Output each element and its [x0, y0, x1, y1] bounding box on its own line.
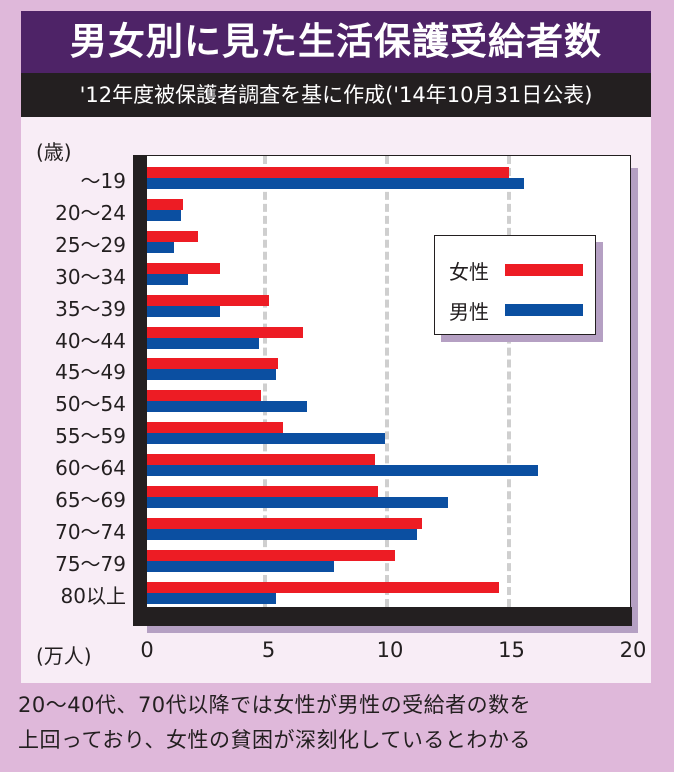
x-axis-unit: (万人)	[36, 644, 92, 668]
chart-subtitle: '12年度被保護者調査を基に作成('14年10月31日公表)	[21, 73, 651, 117]
bar-group	[147, 326, 630, 351]
plot-shadow-right	[631, 168, 638, 633]
bar-group	[147, 230, 630, 255]
y-axis-label: 80以上	[60, 583, 126, 608]
bar-group	[147, 390, 630, 414]
bar-male	[147, 273, 189, 285]
bar-male	[147, 560, 335, 572]
bar-female	[147, 294, 269, 306]
bar-male	[147, 337, 259, 349]
y-axis-label: 75〜79	[55, 551, 126, 576]
bar-male	[147, 209, 182, 221]
x-axis-tick: 20	[619, 638, 647, 662]
bar-female	[147, 326, 303, 338]
y-axis-label: 45〜49	[55, 360, 126, 385]
bar-male	[147, 241, 174, 253]
bar-male	[147, 433, 386, 445]
bar-group	[147, 549, 630, 574]
x-axis-tick: 0	[140, 638, 154, 662]
bar-male	[147, 369, 276, 381]
y-axis-label: 20〜24	[55, 200, 126, 225]
bar-female	[147, 390, 262, 402]
gridline-5	[263, 156, 267, 607]
x-axis-frame	[133, 607, 632, 626]
bar-group	[147, 454, 630, 478]
bar-group	[147, 517, 630, 542]
y-axis-label: 25〜29	[55, 232, 126, 257]
bar-female	[147, 581, 500, 593]
y-axis-label: 55〜59	[55, 424, 126, 449]
bar-female	[147, 454, 376, 466]
y-axis-label: 〜19	[80, 169, 126, 193]
y-axis-label: 50〜54	[55, 392, 126, 417]
caption-line-1: 20〜40代、70代以降では女性が男性の受給者の数を	[18, 693, 532, 717]
bar-group	[147, 486, 630, 510]
bar-female	[147, 167, 510, 178]
bar-group	[147, 294, 630, 319]
legend-female-label: 女性	[449, 260, 489, 284]
x-axis-tick: 10	[376, 638, 404, 662]
bar-group	[147, 581, 630, 606]
gridline-10	[385, 156, 389, 607]
bar-male	[147, 465, 539, 477]
plot-area	[147, 155, 631, 607]
bar-male	[147, 592, 276, 604]
caption-line-2: 上回っており、女性の貧困が深刻化しているとわかる	[18, 728, 531, 752]
legend-female-swatch	[505, 264, 583, 276]
bar-group	[147, 422, 630, 446]
y-axis-frame	[133, 155, 147, 626]
x-axis-tick: 5	[261, 638, 276, 662]
caption: 20〜40代、70代以降では女性が男性の受給者の数を 上回っており、女性の貧困が…	[18, 688, 658, 758]
bar-female	[147, 549, 395, 561]
bar-male	[147, 528, 417, 540]
gridline-15	[507, 156, 511, 607]
legend: 女性 男性	[434, 235, 596, 335]
bar-male	[147, 178, 524, 189]
bar-male	[147, 305, 220, 317]
bar-female	[147, 358, 279, 370]
y-axis-label: 60〜64	[55, 456, 126, 481]
bar-male	[147, 401, 308, 413]
y-axis-label: 70〜74	[55, 519, 126, 544]
bar-group	[147, 358, 630, 382]
bar-female	[147, 262, 220, 274]
y-axis-label: 65〜69	[55, 488, 126, 512]
bar-female	[147, 422, 284, 434]
bar-female	[147, 198, 184, 210]
legend-male-label: 男性	[449, 300, 489, 324]
bar-female	[147, 230, 199, 242]
bar-female	[147, 517, 422, 529]
bar-group	[147, 198, 630, 223]
plot-shadow-bottom	[147, 626, 638, 633]
y-axis-label: 30〜34	[55, 264, 126, 289]
y-axis-label: 35〜39	[55, 296, 126, 321]
bar-group	[147, 167, 630, 191]
y-axis-label: 40〜44	[55, 328, 126, 353]
bar-group	[147, 262, 630, 287]
x-axis-tick: 15	[498, 638, 525, 662]
y-axis-unit: (歳)	[36, 140, 72, 164]
chart-title: 男女別に見た生活保護受給者数	[21, 11, 651, 73]
bar-male	[147, 497, 449, 508]
bar-female	[147, 486, 378, 497]
legend-male-swatch	[505, 304, 583, 316]
